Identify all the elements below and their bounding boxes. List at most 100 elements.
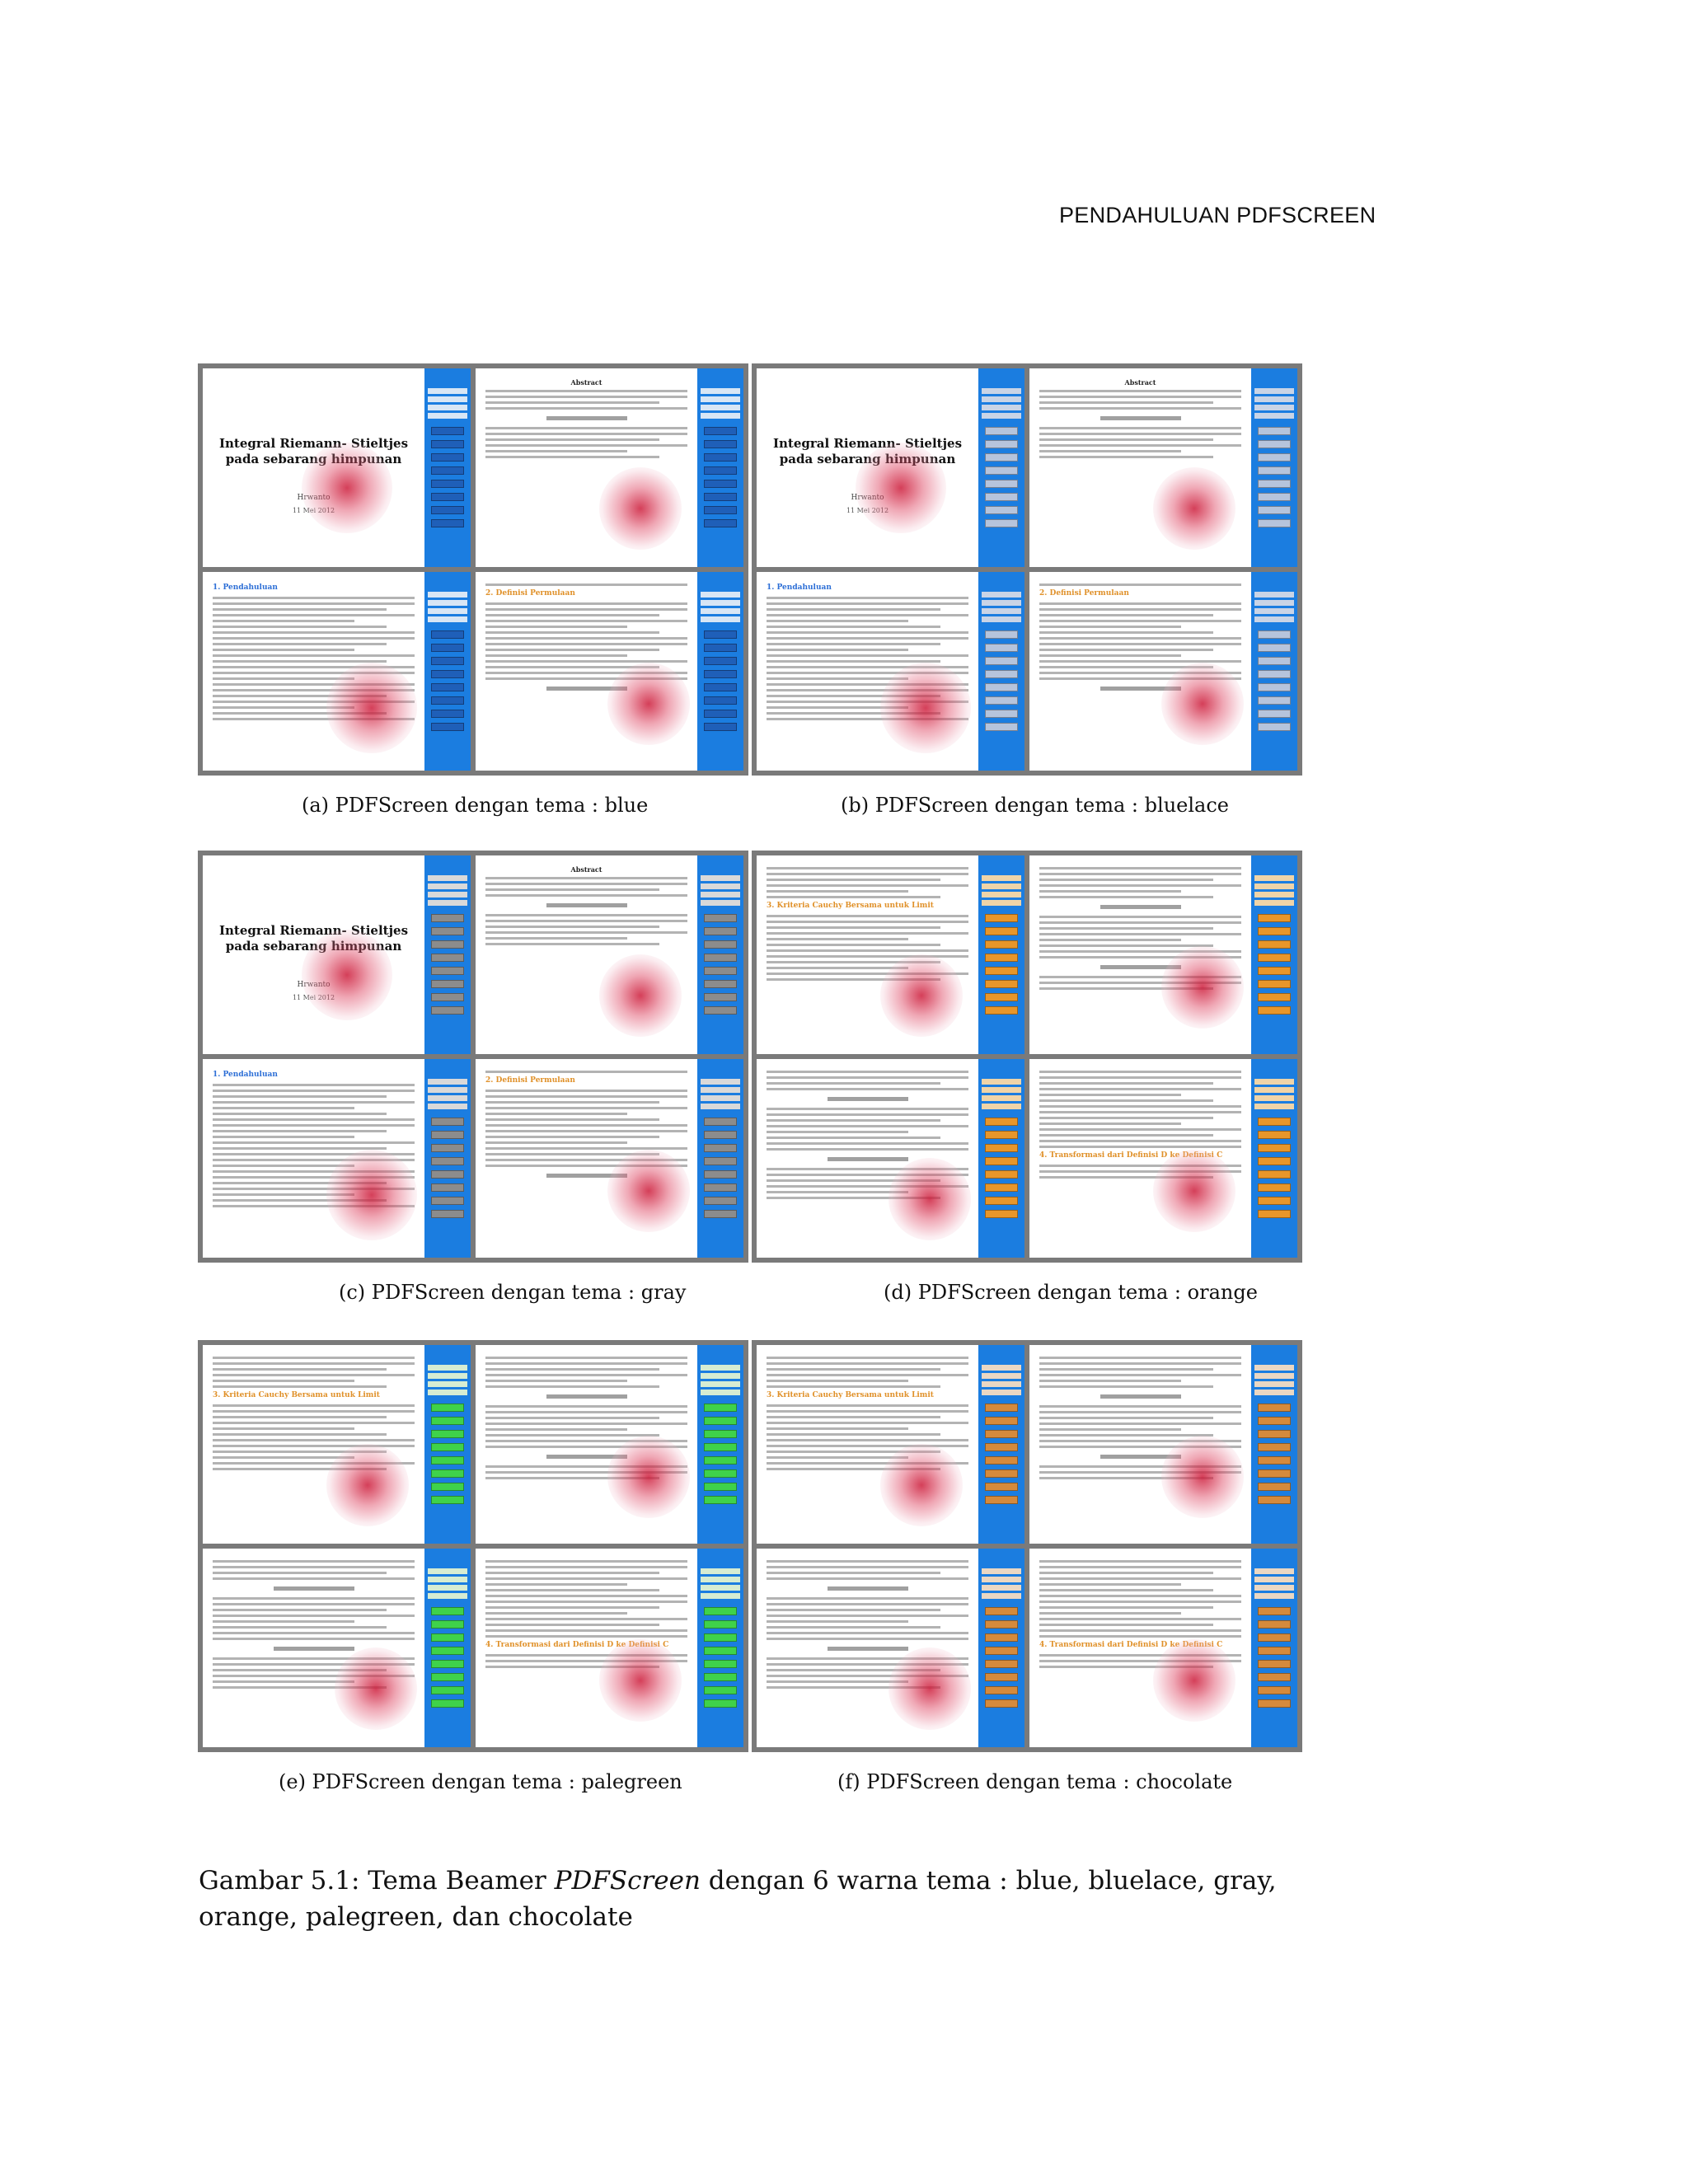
toc-entry[interactable] xyxy=(428,875,467,881)
nav-button[interactable] xyxy=(985,710,1018,718)
toc-entry[interactable] xyxy=(1254,592,1294,598)
nav-button[interactable] xyxy=(704,1633,737,1642)
toc-entry[interactable] xyxy=(428,883,467,889)
toc-entry[interactable] xyxy=(701,1577,740,1582)
toc-entry[interactable] xyxy=(982,388,1021,394)
toc-entry[interactable] xyxy=(1254,405,1294,410)
nav-button[interactable] xyxy=(704,506,737,514)
toc-entry[interactable] xyxy=(701,1585,740,1591)
toc-entry[interactable] xyxy=(428,1104,467,1109)
toc-entry[interactable] xyxy=(428,600,467,606)
nav-button[interactable] xyxy=(431,1210,464,1218)
nav-button[interactable] xyxy=(985,1157,1018,1165)
nav-button[interactable] xyxy=(985,914,1018,922)
nav-button[interactable] xyxy=(704,1210,737,1218)
nav-button[interactable] xyxy=(1258,940,1291,949)
nav-button[interactable] xyxy=(1258,683,1291,691)
nav-button[interactable] xyxy=(1258,1430,1291,1438)
nav-button[interactable] xyxy=(704,1430,737,1438)
nav-button[interactable] xyxy=(431,506,464,514)
nav-button[interactable] xyxy=(431,1417,464,1425)
nav-button[interactable] xyxy=(985,453,1018,462)
toc-entry[interactable] xyxy=(701,592,740,598)
nav-button[interactable] xyxy=(431,1469,464,1478)
toc-entry[interactable] xyxy=(982,413,1021,419)
toc-entry[interactable] xyxy=(701,1373,740,1379)
nav-button[interactable] xyxy=(431,1170,464,1179)
nav-button[interactable] xyxy=(1258,927,1291,935)
nav-button[interactable] xyxy=(704,480,737,488)
toc-entry[interactable] xyxy=(428,405,467,410)
nav-button[interactable] xyxy=(1258,1404,1291,1412)
toc-entry[interactable] xyxy=(428,1365,467,1371)
nav-button[interactable] xyxy=(704,440,737,448)
nav-button[interactable] xyxy=(431,1633,464,1642)
toc-entry[interactable] xyxy=(1254,1577,1294,1582)
nav-button[interactable] xyxy=(985,940,1018,949)
toc-entry[interactable] xyxy=(701,600,740,606)
toc-entry[interactable] xyxy=(982,405,1021,410)
toc-entry[interactable] xyxy=(1254,1585,1294,1591)
nav-button[interactable] xyxy=(704,670,737,678)
nav-button[interactable] xyxy=(704,993,737,1001)
nav-button[interactable] xyxy=(1258,1417,1291,1425)
toc-entry[interactable] xyxy=(428,396,467,402)
nav-button[interactable] xyxy=(704,980,737,988)
nav-button[interactable] xyxy=(431,1443,464,1451)
nav-button[interactable] xyxy=(1258,1699,1291,1708)
toc-entry[interactable] xyxy=(428,1568,467,1574)
toc-entry[interactable] xyxy=(1254,1104,1294,1109)
nav-button[interactable] xyxy=(985,1673,1018,1681)
nav-button[interactable] xyxy=(1258,1620,1291,1629)
nav-button[interactable] xyxy=(704,1170,737,1179)
toc-entry[interactable] xyxy=(1254,608,1294,614)
nav-button[interactable] xyxy=(431,1006,464,1015)
nav-button[interactable] xyxy=(985,967,1018,975)
toc-entry[interactable] xyxy=(982,600,1021,606)
toc-entry[interactable] xyxy=(701,616,740,622)
toc-entry[interactable] xyxy=(1254,875,1294,881)
nav-button[interactable] xyxy=(985,683,1018,691)
nav-button[interactable] xyxy=(1258,1496,1291,1504)
toc-entry[interactable] xyxy=(982,1577,1021,1582)
nav-button[interactable] xyxy=(704,519,737,527)
nav-button[interactable] xyxy=(1258,993,1291,1001)
nav-button[interactable] xyxy=(1258,440,1291,448)
toc-entry[interactable] xyxy=(982,608,1021,614)
nav-button[interactable] xyxy=(704,710,737,718)
toc-entry[interactable] xyxy=(1254,1593,1294,1599)
toc-entry[interactable] xyxy=(428,1373,467,1379)
nav-button[interactable] xyxy=(985,993,1018,1001)
nav-button[interactable] xyxy=(704,683,737,691)
toc-entry[interactable] xyxy=(701,1079,740,1085)
nav-button[interactable] xyxy=(431,954,464,962)
toc-entry[interactable] xyxy=(982,592,1021,598)
nav-button[interactable] xyxy=(704,1404,737,1412)
nav-button[interactable] xyxy=(431,696,464,705)
nav-button[interactable] xyxy=(985,440,1018,448)
nav-button[interactable] xyxy=(431,1660,464,1668)
nav-button[interactable] xyxy=(985,1404,1018,1412)
nav-button[interactable] xyxy=(431,1404,464,1412)
toc-entry[interactable] xyxy=(701,1593,740,1599)
nav-button[interactable] xyxy=(1258,1660,1291,1668)
toc-entry[interactable] xyxy=(982,396,1021,402)
toc-entry[interactable] xyxy=(701,396,740,402)
toc-entry[interactable] xyxy=(428,1079,467,1085)
nav-button[interactable] xyxy=(704,940,737,949)
toc-entry[interactable] xyxy=(982,892,1021,898)
nav-button[interactable] xyxy=(985,980,1018,988)
toc-entry[interactable] xyxy=(1254,1568,1294,1574)
nav-button[interactable] xyxy=(704,630,737,639)
nav-button[interactable] xyxy=(431,1620,464,1629)
nav-button[interactable] xyxy=(704,1118,737,1126)
toc-entry[interactable] xyxy=(982,1390,1021,1395)
nav-button[interactable] xyxy=(985,927,1018,935)
nav-button[interactable] xyxy=(704,657,737,665)
toc-entry[interactable] xyxy=(701,892,740,898)
nav-button[interactable] xyxy=(985,1647,1018,1655)
nav-button[interactable] xyxy=(704,1144,737,1152)
toc-entry[interactable] xyxy=(428,892,467,898)
nav-button[interactable] xyxy=(1258,657,1291,665)
nav-button[interactable] xyxy=(431,670,464,678)
